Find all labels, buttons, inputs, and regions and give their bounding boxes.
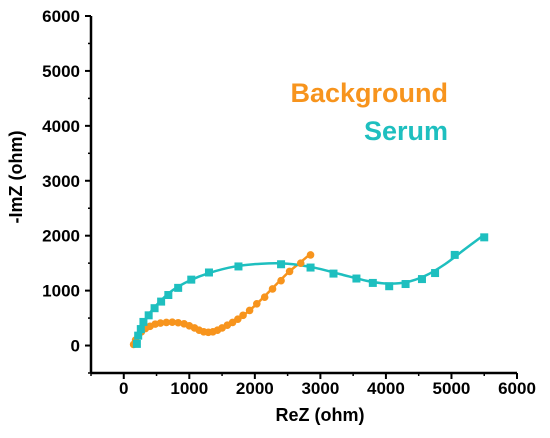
legend-background: Background bbox=[290, 78, 448, 108]
serum-point bbox=[144, 311, 153, 320]
serum-point bbox=[368, 278, 377, 287]
background-point bbox=[245, 306, 254, 315]
background-point bbox=[234, 315, 242, 323]
serum-point bbox=[277, 260, 286, 269]
serum-point bbox=[401, 280, 410, 289]
serum-point bbox=[157, 297, 166, 306]
ticks: 0 1000 2000 3000 4000 5000 6000 0 1000 2000 3000 40… bbox=[42, 7, 536, 398]
y-tick-label: 6000 bbox=[42, 7, 80, 26]
y-tick-label: 5000 bbox=[42, 62, 80, 81]
background-point bbox=[296, 259, 305, 267]
y-tick-label: 1000 bbox=[42, 282, 80, 301]
background-point bbox=[285, 267, 294, 276]
y-axis-title: -ImZ (ohm) bbox=[6, 131, 26, 224]
serum-point bbox=[139, 317, 148, 326]
x-tick-label: 2000 bbox=[236, 379, 274, 398]
background-point bbox=[253, 299, 261, 308]
background-point bbox=[156, 319, 165, 327]
x-tick-label: 6000 bbox=[498, 379, 536, 398]
serum-point bbox=[234, 262, 243, 271]
serum-point bbox=[480, 233, 489, 242]
y-tick-label: 3000 bbox=[42, 172, 80, 191]
serum-point bbox=[136, 325, 145, 334]
serum-point bbox=[417, 275, 426, 284]
serum-point bbox=[431, 269, 440, 278]
serum-point bbox=[385, 282, 394, 291]
x-tick-label: 1000 bbox=[170, 379, 208, 398]
x-tick-label: 5000 bbox=[433, 379, 471, 398]
background-point bbox=[277, 276, 285, 285]
legend-serum: Serum bbox=[364, 116, 448, 146]
serum-point bbox=[187, 275, 196, 284]
x-tick-label: 0 bbox=[119, 379, 128, 398]
x-tick-label: 3000 bbox=[301, 379, 339, 398]
background-point bbox=[239, 311, 247, 320]
serum-point bbox=[306, 263, 315, 272]
data-points bbox=[129, 233, 489, 349]
y-tick-label: 4000 bbox=[42, 117, 80, 136]
serum-point bbox=[164, 291, 173, 300]
serum-point bbox=[174, 283, 183, 292]
background-point bbox=[174, 318, 182, 327]
serum-point bbox=[352, 274, 361, 283]
serum-point bbox=[204, 268, 213, 277]
background-point bbox=[168, 318, 177, 326]
serum-point bbox=[329, 269, 338, 278]
background-point bbox=[260, 293, 269, 302]
y-tick-label: 0 bbox=[71, 337, 80, 356]
background-point bbox=[268, 285, 277, 293]
y-tick-label: 2000 bbox=[42, 227, 80, 246]
axes bbox=[89, 16, 517, 375]
background-point bbox=[306, 251, 315, 259]
serum-point bbox=[134, 331, 143, 340]
background-point bbox=[162, 318, 171, 327]
serum-point bbox=[150, 304, 159, 313]
x-axis-title: ReZ (ohm) bbox=[276, 405, 365, 425]
serum-point bbox=[132, 339, 141, 348]
serum-point bbox=[450, 250, 459, 259]
x-tick-label: 4000 bbox=[367, 379, 405, 398]
